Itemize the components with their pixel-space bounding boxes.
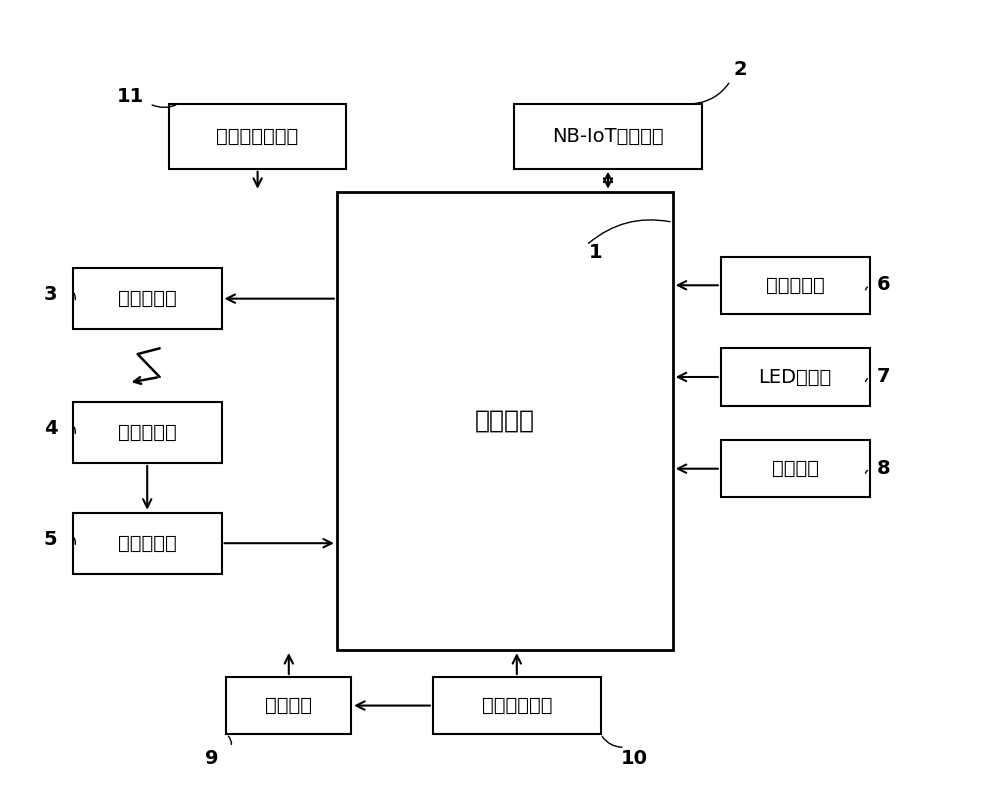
- Bar: [337, 192, 673, 650]
- Text: 压电蜂鸣器: 压电蜂鸣器: [766, 275, 825, 295]
- Text: 7: 7: [877, 367, 891, 386]
- Text: 9: 9: [205, 749, 219, 768]
- Bar: [169, 103, 346, 169]
- Text: 微控制器: 微控制器: [475, 409, 535, 433]
- Text: 10: 10: [621, 749, 648, 768]
- Bar: [73, 402, 222, 463]
- Text: 2: 2: [733, 60, 747, 79]
- Text: 1: 1: [589, 244, 603, 263]
- Bar: [73, 268, 222, 330]
- Text: 电量检测单元: 电量检测单元: [482, 696, 552, 715]
- Bar: [721, 256, 870, 314]
- Bar: [721, 440, 870, 498]
- Bar: [514, 103, 702, 169]
- Bar: [226, 677, 351, 734]
- Bar: [433, 677, 601, 734]
- Text: 光强度检测单元: 光强度检测单元: [216, 127, 299, 146]
- Text: 红外发射管: 红外发射管: [118, 289, 177, 308]
- Text: 11: 11: [117, 87, 144, 106]
- Text: NB-IoT通讯模组: NB-IoT通讯模组: [552, 127, 664, 146]
- Text: 自检按钮: 自检按钮: [772, 459, 819, 478]
- Text: 红外接收管: 红外接收管: [118, 423, 177, 442]
- Bar: [721, 349, 870, 406]
- Bar: [73, 513, 222, 574]
- Text: LED指示灯: LED指示灯: [759, 368, 832, 387]
- Text: 5: 5: [44, 530, 58, 549]
- Text: 4: 4: [44, 419, 58, 438]
- Text: 3: 3: [44, 285, 57, 304]
- Text: 6: 6: [877, 275, 891, 295]
- Text: 8: 8: [877, 458, 891, 478]
- Text: 运算放大器: 运算放大器: [118, 533, 177, 552]
- Text: 供电单元: 供电单元: [265, 696, 312, 715]
